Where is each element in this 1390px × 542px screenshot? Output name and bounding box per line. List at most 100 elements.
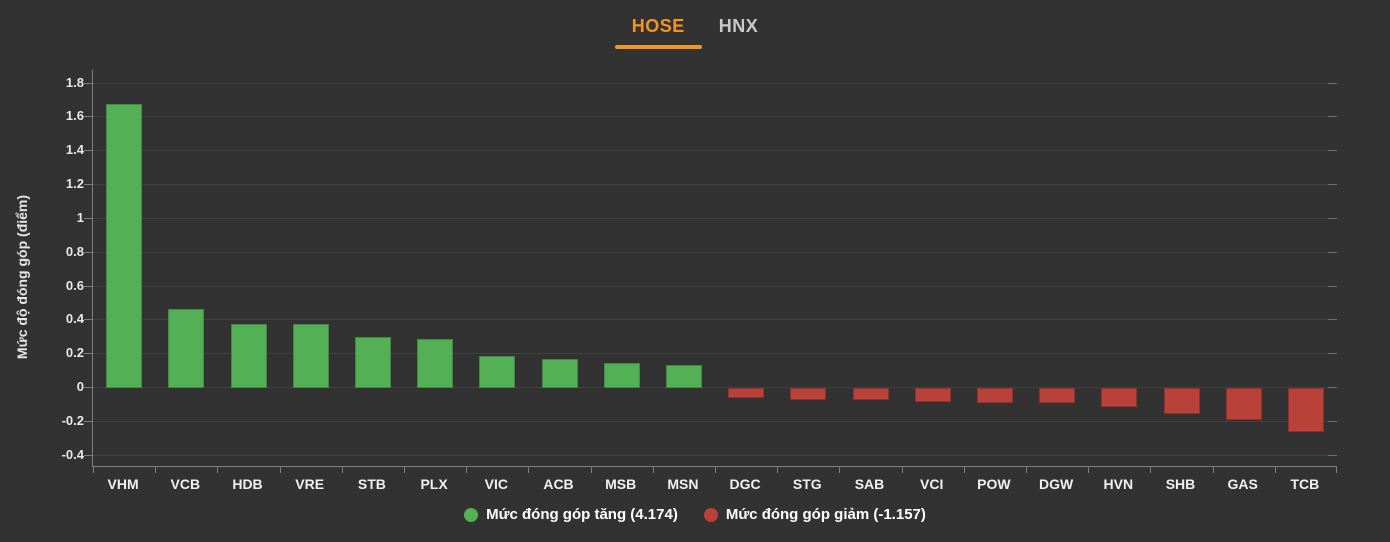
bar-POW[interactable]: [976, 388, 1013, 404]
x-axis-tick: [404, 466, 405, 473]
x-axis-tick: [1026, 466, 1027, 473]
y-axis-tick-left: [84, 116, 93, 117]
gridline: [93, 116, 1337, 117]
exchange-tabs: HOSE HNX: [0, 8, 1390, 49]
y-tick-label: 1.4: [65, 142, 84, 157]
x-axis-tick: [715, 466, 716, 473]
tab-hose[interactable]: HOSE: [614, 8, 702, 49]
y-axis-tick-right: [1328, 319, 1337, 320]
x-label-HDB: HDB: [232, 476, 263, 492]
x-axis-tick: [280, 466, 281, 473]
bar-VHM[interactable]: [106, 103, 143, 389]
bar-DGC[interactable]: [728, 388, 765, 399]
y-axis-tick-left: [84, 286, 93, 287]
x-label-PLX: PLX: [420, 476, 448, 492]
y-axis-tick-left: [84, 319, 93, 320]
bar-GAS[interactable]: [1225, 388, 1262, 421]
legend-item-positive[interactable]: Mức đóng góp tăng (4.174): [464, 506, 678, 523]
legend-item-negative[interactable]: Mức đóng góp giảm (-1.157): [703, 506, 926, 523]
active-tab-underline: [614, 45, 702, 49]
x-axis-tick: [591, 466, 592, 473]
y-axis-tick-right: [1328, 83, 1337, 84]
x-label-VCI: VCI: [920, 476, 944, 492]
x-axis-tick: [839, 466, 840, 473]
tab-hnx[interactable]: HNX: [702, 8, 776, 49]
legend-label-positive: Mức đóng góp tăng (4.174): [486, 506, 678, 523]
x-label-STG: STG: [792, 476, 822, 492]
x-axis-tick: [466, 466, 467, 473]
gridline: [93, 387, 1337, 388]
x-label-STB: STB: [357, 476, 386, 492]
y-tick-label: 1.6: [65, 108, 84, 123]
bar-SAB[interactable]: [852, 388, 889, 400]
gridline: [93, 184, 1337, 185]
y-tick-label: 0: [76, 379, 84, 394]
x-axis-tick: [1088, 466, 1089, 473]
x-label-HVN: HVN: [1103, 476, 1134, 492]
x-label-SAB: SAB: [854, 476, 885, 492]
y-axis-tick-left: [84, 83, 93, 84]
y-axis-tick-right: [1328, 286, 1337, 287]
legend-label-negative: Mức đóng góp giảm (-1.157): [725, 506, 926, 523]
bar-SHB[interactable]: [1163, 388, 1200, 414]
bar-ACB[interactable]: [541, 359, 578, 389]
x-axis-tick: [217, 466, 218, 473]
bar-HVN[interactable]: [1101, 388, 1138, 407]
gridline: [93, 83, 1337, 84]
y-axis-tick-right: [1328, 353, 1337, 354]
y-axis-tick-right: [1328, 218, 1337, 219]
bar-STB[interactable]: [354, 337, 391, 389]
x-axis-tick: [902, 466, 903, 473]
bar-VIC[interactable]: [479, 356, 516, 389]
x-label-VRE: VRE: [295, 476, 325, 492]
x-label-VHM: VHM: [107, 476, 139, 492]
bar-MSN[interactable]: [665, 364, 702, 389]
x-label-MSB: MSB: [605, 476, 637, 492]
y-tick-label: 1.8: [65, 75, 84, 90]
y-axis-tick-right: [1328, 252, 1337, 253]
bar-DGW[interactable]: [1039, 388, 1076, 404]
bar-VCB[interactable]: [168, 308, 205, 389]
y-axis-tick-left: [84, 387, 93, 388]
chart-legend: Mức đóng góp tăng (4.174) Mức đóng góp g…: [0, 506, 1390, 523]
y-tick-label: -0.2: [61, 413, 84, 428]
x-label-MSN: MSN: [667, 476, 699, 492]
x-axis-tick: [342, 466, 343, 473]
gridline: [93, 286, 1337, 287]
gridline: [93, 455, 1337, 456]
y-axis-tick-right: [1328, 184, 1337, 185]
tab-hose-label: HOSE: [631, 16, 685, 36]
bar-HDB[interactable]: [230, 323, 267, 389]
y-axis-tick-right: [1328, 387, 1337, 388]
x-label-VIC: VIC: [484, 476, 508, 492]
y-axis-tick-right: [1328, 116, 1337, 117]
x-axis-tick: [1275, 466, 1276, 473]
x-label-TCB: TCB: [1290, 476, 1320, 492]
x-label-SHB: SHB: [1165, 476, 1196, 492]
x-axis-tick: [653, 466, 654, 473]
bar-MSB[interactable]: [603, 362, 640, 389]
x-axis-tick: [964, 466, 965, 473]
y-tick-label: 0.8: [65, 244, 84, 259]
x-label-POW: POW: [977, 476, 1011, 492]
bar-PLX[interactable]: [417, 339, 454, 389]
tab-hnx-label: HNX: [718, 16, 759, 36]
x-axis-tick: [155, 466, 156, 473]
bar-VRE[interactable]: [292, 323, 329, 389]
bar-VCI[interactable]: [914, 388, 951, 402]
gridline: [93, 353, 1337, 354]
x-axis-tick: [1213, 466, 1214, 473]
x-axis-tick: [1336, 466, 1337, 473]
gridline: [93, 252, 1337, 253]
bar-TCB[interactable]: [1287, 388, 1324, 433]
gridline: [93, 150, 1337, 151]
y-axis-tick-left: [84, 184, 93, 185]
y-axis-tick-left: [84, 218, 93, 219]
y-axis-tick-left: [84, 421, 93, 422]
y-axis-tick-left: [84, 252, 93, 253]
x-axis-tick: [93, 466, 94, 473]
x-axis-tick: [1150, 466, 1151, 473]
bar-STG[interactable]: [790, 388, 827, 400]
y-tick-label: 1: [76, 210, 84, 225]
